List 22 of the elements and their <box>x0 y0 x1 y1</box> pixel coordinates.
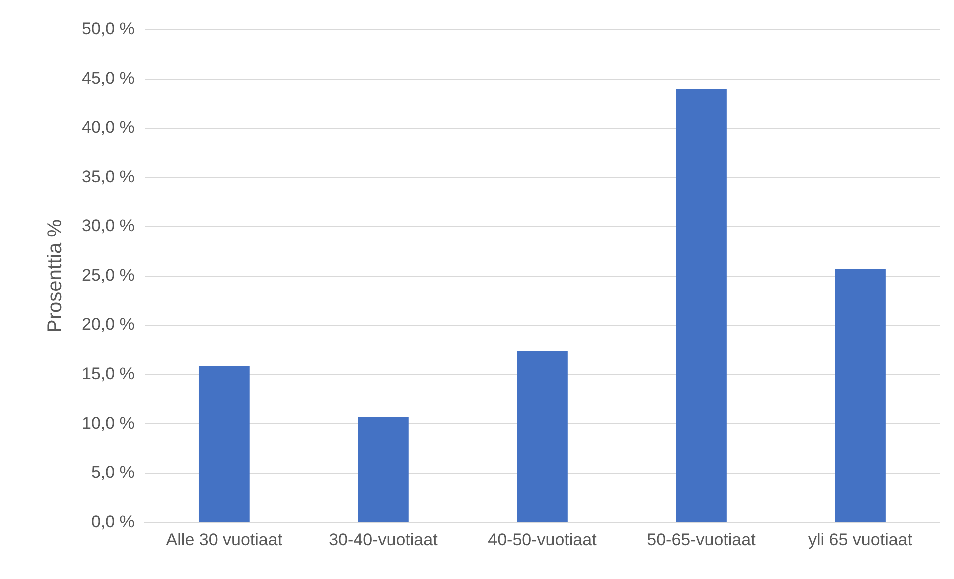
x-tick-label: 30-40-vuotiaat <box>329 530 438 550</box>
y-tick-label: 25,0 % <box>82 266 135 285</box>
y-tick-label: 10,0 % <box>82 414 135 433</box>
y-tick-label: 40,0 % <box>82 118 135 138</box>
y-axis-title: Prosenttia % <box>44 219 67 333</box>
x-tick-label: 40-50-vuotiaat <box>488 530 598 550</box>
bar <box>358 417 409 522</box>
y-tick-label: 15,0 % <box>82 364 135 384</box>
y-tick-label: 30,0 % <box>82 216 135 236</box>
bar <box>676 89 727 522</box>
x-tick-label: yli 65 vuotiaat <box>808 530 913 550</box>
y-tick-label: 50,0 % <box>82 20 135 39</box>
y-tick-label: 45,0 % <box>82 68 135 88</box>
bar <box>517 351 568 522</box>
bar <box>835 269 886 522</box>
y-tick-label: 5,0 % <box>91 463 135 482</box>
y-tick-label: 0,0 % <box>91 512 135 532</box>
y-tick-label: 35,0 % <box>82 167 135 186</box>
x-tick-label: 50-65-vuotiaat <box>647 530 756 550</box>
y-tick-label: 20,0 % <box>82 315 135 334</box>
bar <box>198 366 250 522</box>
x-tick-label: Alle 30 vuotiaat <box>166 530 283 550</box>
